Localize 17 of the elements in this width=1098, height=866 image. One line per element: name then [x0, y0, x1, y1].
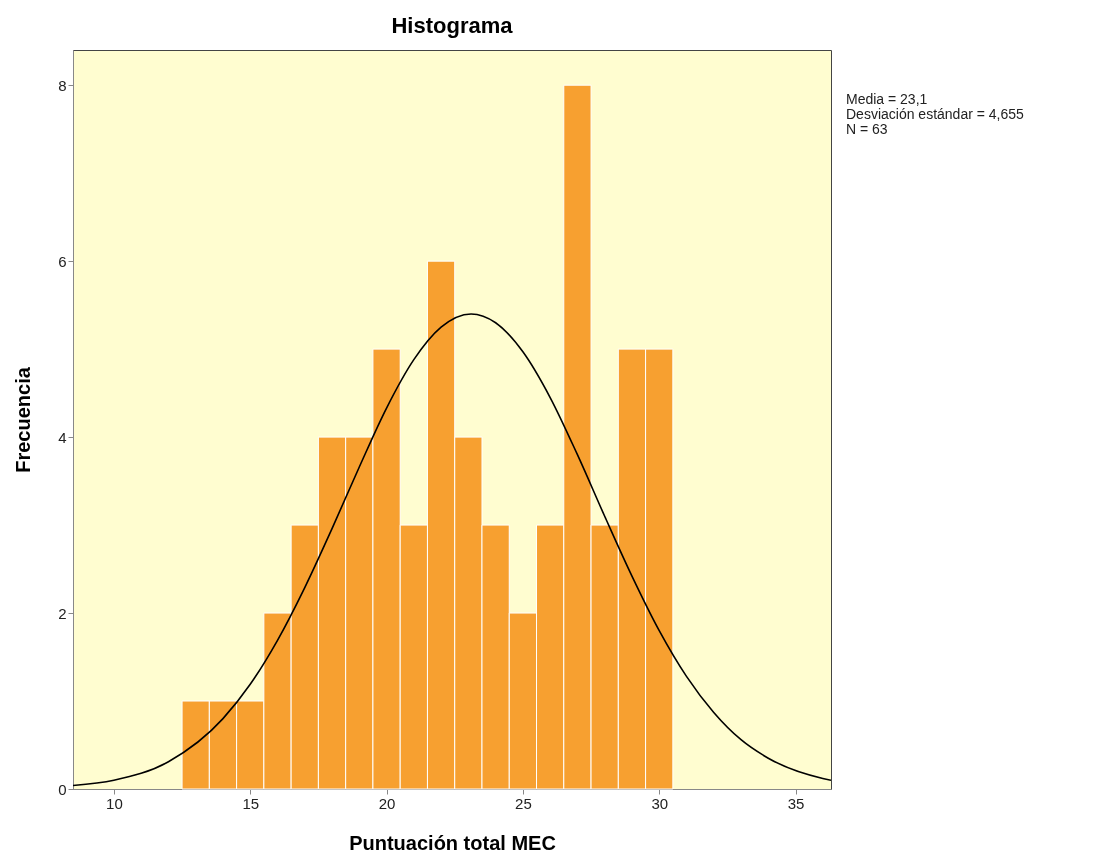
y-tick-label: 0	[58, 780, 67, 798]
text: Desviación estándar = 4,655	[846, 106, 1024, 122]
y-axis-title: Frecuencia	[12, 366, 35, 473]
x-tick-label: 20	[378, 794, 396, 812]
x-axis-title: Puntuación total MEC	[349, 831, 556, 854]
y-tick-label: 4	[58, 428, 67, 446]
x-tick-label: 25	[515, 794, 532, 812]
x-tick-label: 10	[106, 794, 123, 812]
y-tick-label: 8	[58, 76, 67, 94]
x-tick-label: 35	[787, 794, 805, 812]
y-tick-label: 6	[58, 252, 67, 270]
x-tick-label: 30	[651, 794, 669, 812]
text: Media = 23,1	[846, 91, 929, 107]
text: N = 63	[846, 121, 889, 137]
x-tick-label: 15	[242, 794, 260, 812]
y-tick-label: 2	[58, 604, 67, 622]
chart-title: Histograma	[391, 13, 514, 38]
